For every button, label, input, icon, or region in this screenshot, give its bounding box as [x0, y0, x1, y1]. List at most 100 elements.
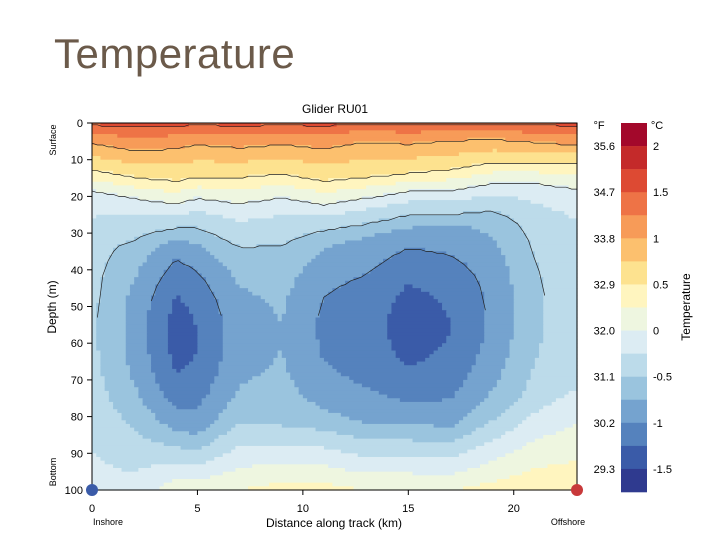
- x-axis-label: Distance along track (km): [266, 516, 402, 530]
- contour-cell: [530, 240, 578, 245]
- contour-cell: [323, 357, 401, 363]
- contour-cell: [113, 405, 148, 410]
- contour-cell: [146, 335, 169, 341]
- contour-cell: [294, 284, 342, 289]
- contour-cell: [378, 390, 456, 396]
- contour-cell: [345, 467, 468, 473]
- contour-cell: [471, 174, 578, 179]
- y-tick-label: 40: [71, 265, 83, 277]
- contour-cell: [222, 343, 321, 348]
- contour-cell: [125, 328, 148, 333]
- contour-cell: [437, 299, 485, 304]
- contour-cell: [92, 152, 460, 157]
- x-tick-label: 10: [297, 503, 309, 515]
- contour-cell: [231, 240, 287, 245]
- contour-cell: [92, 368, 102, 374]
- contour-cell: [125, 317, 148, 322]
- contour-cell: [197, 185, 203, 190]
- contour-cell: [248, 486, 355, 491]
- contour-cell: [92, 427, 135, 432]
- contour-cell: [184, 302, 220, 308]
- contour-cell: [256, 244, 333, 249]
- contour-cell: [328, 409, 473, 414]
- contour-cell: [189, 431, 199, 436]
- contour-cell: [125, 335, 148, 341]
- contour-cell: [155, 412, 220, 418]
- contour-cell: [92, 317, 97, 322]
- y-tick-label: 90: [71, 448, 83, 460]
- contour-cell: [302, 394, 388, 399]
- contour-cell: [484, 317, 515, 322]
- contour-cell: [471, 163, 578, 168]
- contour-cell: [298, 174, 371, 179]
- contour-cell: [151, 409, 224, 414]
- contour-cell: [277, 313, 283, 319]
- contour-cell: [197, 346, 224, 352]
- contour-cell: [513, 288, 544, 293]
- contour-cell: [564, 211, 578, 216]
- contour-cell: [151, 357, 173, 363]
- contour-cell: [349, 376, 468, 381]
- contour-cell: [159, 280, 207, 286]
- contour-cell: [298, 390, 380, 396]
- contour-cell: [125, 240, 169, 245]
- contour-cell: [197, 339, 224, 344]
- contour-cell: [416, 361, 477, 366]
- contour-cell: [294, 185, 367, 190]
- contour-cell: [395, 181, 490, 186]
- contour-cell: [328, 291, 401, 297]
- contour-cell: [108, 390, 139, 396]
- contour-cell: [205, 277, 236, 282]
- contour-cell: [138, 196, 194, 201]
- contour-cell: [125, 324, 148, 330]
- contour-cell: [201, 185, 262, 190]
- contour-cell: [319, 343, 393, 348]
- contour-cell: [129, 376, 156, 381]
- contour-cell: [167, 346, 199, 352]
- contour-cell: [361, 273, 477, 278]
- contour-cell: [526, 379, 578, 385]
- contour-cell: [226, 401, 317, 407]
- contour-cell: [104, 379, 135, 385]
- contour-cell: [391, 306, 443, 311]
- contour-cell: [125, 346, 148, 352]
- contour-cell: [286, 295, 325, 300]
- contour-cell: [146, 405, 177, 410]
- contour-cell: [450, 328, 485, 333]
- contour-cell: [264, 368, 287, 374]
- contour-cell: [96, 306, 127, 311]
- contour-cell: [433, 423, 456, 429]
- contour-cell: [167, 332, 199, 337]
- contour-cell: [92, 434, 144, 440]
- contour-cell: [205, 247, 325, 253]
- bottom-annotation: Bottom: [48, 458, 58, 487]
- contour-cell: [248, 174, 300, 179]
- contour-cell: [454, 471, 523, 476]
- contour-cell: [92, 379, 106, 385]
- contour-cell: [180, 178, 321, 183]
- contour-cell: [501, 372, 532, 377]
- contour-cell: [302, 266, 376, 271]
- contour-cell: [218, 310, 274, 315]
- contour-cell: [92, 453, 97, 458]
- contour-cell: [509, 277, 544, 282]
- contour-cell: [404, 361, 418, 366]
- contour-cell: [125, 420, 161, 425]
- contour-cell: [193, 321, 224, 326]
- contour-cell: [92, 346, 97, 352]
- contour-cell: [134, 174, 249, 179]
- contour-cell: [286, 365, 333, 370]
- contour-cell: [450, 324, 485, 330]
- inshore-annotation: Inshore: [93, 517, 123, 527]
- contour-cell: [167, 328, 199, 333]
- contour-cell: [484, 332, 515, 337]
- contour-cell: [539, 266, 578, 271]
- contour-cell: [222, 335, 317, 341]
- contour-cell: [163, 394, 207, 399]
- contour-cell: [404, 288, 422, 293]
- contour-cell: [501, 247, 532, 253]
- contour-cell: [92, 313, 97, 319]
- contour-cell: [167, 266, 194, 271]
- contour-cell: [104, 273, 139, 278]
